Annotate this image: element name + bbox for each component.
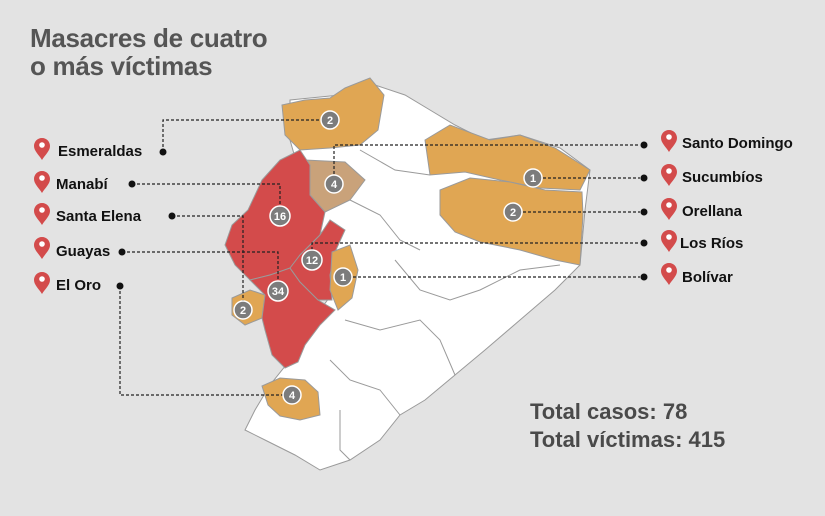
svg-text:2: 2 xyxy=(240,305,246,317)
badge-sucumbios: 1 xyxy=(523,168,543,188)
badge-bolivar: 1 xyxy=(333,267,353,287)
pin-icon xyxy=(34,272,50,294)
leader-dots xyxy=(116,141,648,290)
badge-santa-elena: 2 xyxy=(233,300,253,320)
label-guayas: Guayas xyxy=(56,243,111,260)
label-manabi: Manabí xyxy=(56,176,108,193)
label-santo-domingo: Santo Domingo xyxy=(682,135,793,152)
location-pins xyxy=(34,130,677,294)
badge-manabi: 16 xyxy=(269,205,291,227)
map-title: Masacres de cuatro o más víctimas xyxy=(30,23,268,81)
pin-icon xyxy=(34,237,50,259)
title-line-2: o más víctimas xyxy=(30,51,213,81)
svg-text:1: 1 xyxy=(340,272,346,284)
label-esmeraldas: Esmeraldas xyxy=(58,143,143,160)
province-sucumbios xyxy=(424,124,591,191)
total-victims: Total víctimas: 415 xyxy=(530,427,726,452)
badge-esmeraldas: 2 xyxy=(320,110,340,130)
count-badges: 2 16 2 34 4 4 1 2 12 1 xyxy=(233,110,543,405)
svg-text:2: 2 xyxy=(327,115,333,127)
leader-lines xyxy=(119,119,640,396)
label-sucumbios: Sucumbíos xyxy=(682,169,763,186)
pin-icon xyxy=(34,171,50,193)
pin-icon xyxy=(34,203,50,225)
svg-text:2: 2 xyxy=(510,207,516,219)
label-santa-elena: Santa Elena xyxy=(56,208,142,225)
title-line-1: Masacres de cuatro xyxy=(30,23,268,53)
svg-text:12: 12 xyxy=(306,255,318,267)
label-el-oro: El Oro xyxy=(56,277,102,294)
badge-guayas: 34 xyxy=(267,280,289,302)
label-orellana: Orellana xyxy=(682,203,743,220)
total-cases: Total casos: 78 xyxy=(530,399,688,424)
svg-text:34: 34 xyxy=(272,286,285,298)
badge-orellana: 2 xyxy=(503,202,523,222)
pin-icon xyxy=(661,263,677,285)
pin-icon xyxy=(661,164,677,186)
pin-icon xyxy=(661,198,677,220)
totals-block: Total casos: 78 Total víctimas: 415 xyxy=(530,398,725,454)
svg-text:4: 4 xyxy=(331,179,338,191)
province-borders xyxy=(329,149,561,461)
svg-text:16: 16 xyxy=(274,211,286,223)
pin-icon xyxy=(661,130,677,152)
pin-icon xyxy=(34,138,50,160)
badge-el-oro: 4 xyxy=(282,385,302,405)
label-los-rios: Los Ríos xyxy=(680,235,744,252)
svg-text:4: 4 xyxy=(289,390,296,402)
svg-text:1: 1 xyxy=(530,173,536,185)
pin-icon xyxy=(661,230,677,252)
badge-santo-domingo: 4 xyxy=(324,174,344,194)
badge-los-rios: 12 xyxy=(301,249,323,271)
label-bolivar: Bolívar xyxy=(682,269,733,286)
